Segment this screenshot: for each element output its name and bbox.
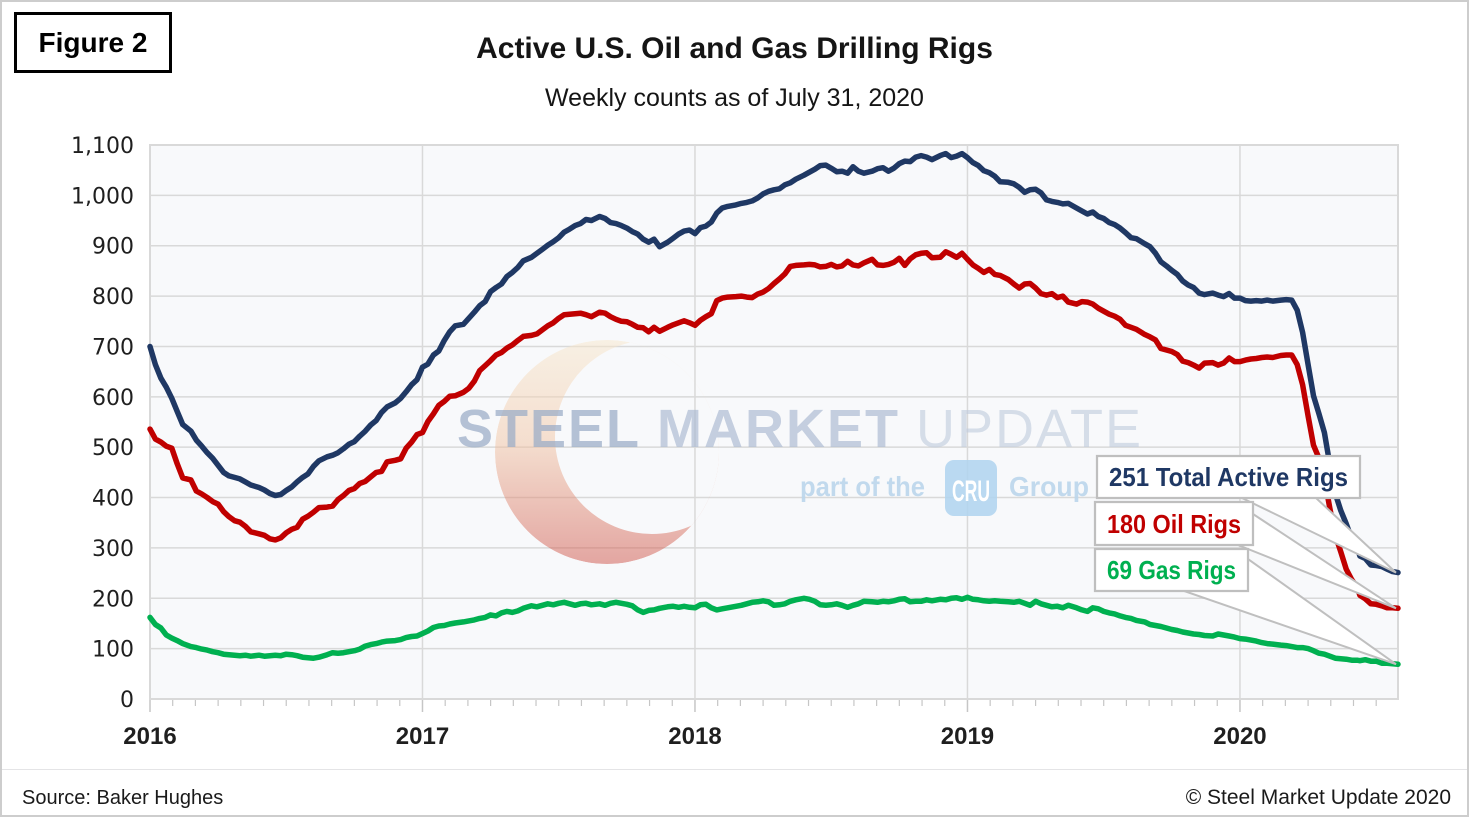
y-axis-label: 200 xyxy=(92,587,134,612)
y-axis-label: 400 xyxy=(92,487,134,512)
line-gas-rigs xyxy=(147,594,1401,667)
y-axis-label: 100 xyxy=(92,638,134,663)
x-axis-label: 2018 xyxy=(668,723,721,750)
callout-box xyxy=(1093,500,1255,547)
y-axis-label: 900 xyxy=(92,235,134,260)
chart-title: Active U.S. Oil and Gas Drilling Rigs xyxy=(476,32,993,65)
x-axis-label: 2020 xyxy=(1213,723,1266,750)
watermark-word-market: MARKET xyxy=(657,399,900,459)
y-axis-label: 700 xyxy=(92,335,134,360)
watermark: STEEL MARKET UPDATE part of the CRU Group xyxy=(457,340,1143,564)
copyright-note: © Steel Market Update 2020 xyxy=(1185,786,1451,809)
line-total-active-rigs xyxy=(147,150,1401,576)
callout-box xyxy=(1093,547,1250,593)
figure-label: Figure 2 xyxy=(14,12,172,73)
cru-logo-text: CRU xyxy=(952,475,990,508)
plot-border xyxy=(149,144,1399,700)
watermark-word-steel: STEEL xyxy=(457,399,641,459)
callouts-layer: 251 Total Active Rigs 180 Oil Rigs 69 Gas … xyxy=(1093,454,1397,666)
callout-label: 251 Total Active Rigs xyxy=(1109,462,1348,492)
callout-box xyxy=(1095,454,1362,500)
watermark-crescent-icon xyxy=(495,340,719,564)
watermark-title: STEEL MARKET UPDATE xyxy=(457,399,1143,459)
watermark-tagline-suffix: Group xyxy=(1009,471,1089,502)
chart-subtitle: Weekly counts as of July 31, 2020 xyxy=(545,84,924,112)
callout-label: 69 Gas Rigs xyxy=(1107,555,1236,585)
y-axis-label: 500 xyxy=(92,436,134,461)
callout-label: 180 Oil Rigs xyxy=(1107,509,1241,539)
y-axis-label: 800 xyxy=(92,285,134,310)
x-axis-label: 2017 xyxy=(396,723,449,750)
source-note: Source: Baker Hughes xyxy=(22,787,224,809)
y-axis-label: 300 xyxy=(92,537,134,562)
watermark-word-update: UPDATE xyxy=(916,399,1143,459)
x-axis-label: 2016 xyxy=(123,723,176,750)
y-axis-label: 0 xyxy=(120,688,134,713)
cru-logo xyxy=(945,460,997,516)
y-axis-label: 1,100 xyxy=(71,134,134,159)
line-oil-rigs xyxy=(147,249,1401,612)
footer-divider xyxy=(2,769,1467,770)
y-axis-label: 600 xyxy=(92,386,134,411)
x-axis-label: 2019 xyxy=(941,723,994,750)
watermark-tagline-prefix: part of the xyxy=(800,471,925,502)
y-axis-label: 1,000 xyxy=(71,184,134,209)
series-layer xyxy=(147,150,1401,667)
